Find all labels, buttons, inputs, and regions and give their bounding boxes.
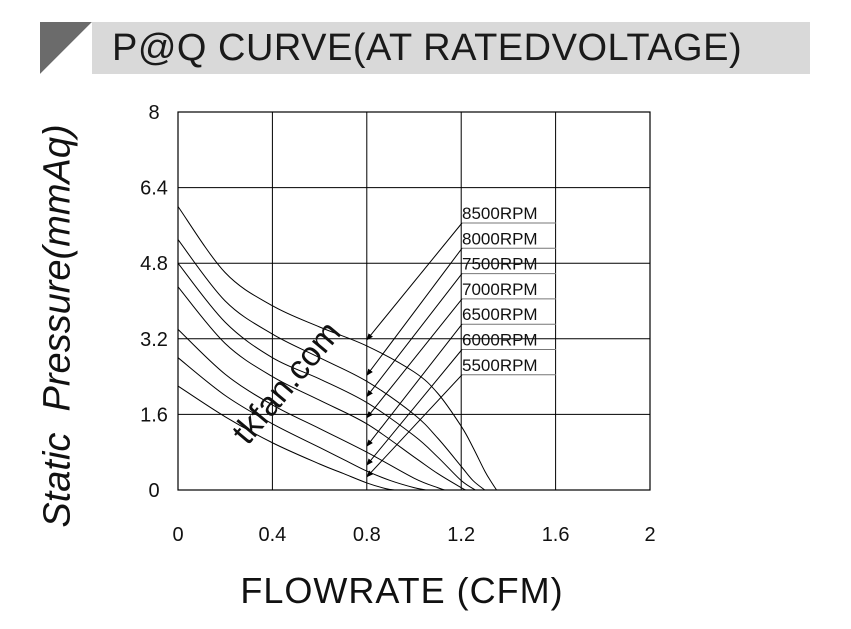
- legend-label-6000rpm: 6000RPM: [462, 331, 538, 350]
- callout-arrow-6500rpm: [366, 323, 463, 447]
- series-line-8000rpm: [177, 239, 486, 491]
- y-tick-label: 1.6: [140, 404, 168, 426]
- callout-arrow-7000rpm: [366, 298, 463, 419]
- legend-label-7000rpm: 7000RPM: [462, 280, 538, 299]
- x-tick-label: 1.6: [542, 524, 570, 546]
- y-tick-label: 0: [148, 480, 159, 502]
- legend-label-5500rpm: 5500RPM: [462, 356, 538, 375]
- y-tick-label: 6.4: [140, 178, 168, 200]
- callout-arrow-8000rpm: [366, 248, 463, 376]
- callout-arrow-8500rpm: [366, 222, 463, 341]
- page-title: P@Q CURVE(AT RATEDVOLTAGE): [112, 27, 743, 69]
- series-line-6000rpm: [177, 357, 426, 491]
- corner-triangle-icon: [40, 22, 92, 74]
- series-line-5500rpm: [177, 385, 396, 491]
- y-axis-label: Static Pressure(mmAq): [36, 124, 79, 528]
- series-line-7000rpm: [177, 286, 467, 491]
- legend-label-8500rpm: 8500RPM: [462, 204, 538, 223]
- title-banner: P@Q CURVE(AT RATEDVOLTAGE): [40, 22, 810, 74]
- x-axis-label: FLOWRATE (CFM): [240, 570, 564, 611]
- callout-arrow-5500rpm: [366, 374, 463, 478]
- plot-border: [177, 111, 651, 491]
- rpm-callouts: 8500RPM 8000RPM 7500RPM 7000RPM 6500RPM 6000R…: [366, 204, 556, 478]
- y-tick-label: 3.2: [140, 329, 168, 351]
- plot-frame: [177, 111, 651, 491]
- legend-label-6500rpm: 6500RPM: [462, 305, 538, 324]
- series-line-6500rpm: [177, 328, 445, 491]
- y-tick-label: 4.8: [140, 253, 168, 275]
- x-tick-label: 0.8: [353, 524, 381, 546]
- callout-arrow-7500rpm: [366, 273, 463, 398]
- x-tick-label: 0: [172, 524, 183, 546]
- y-tick-label: 8: [148, 102, 159, 124]
- x-tick-label: 1.2: [447, 524, 475, 546]
- tick-labels: 0 0.4 0.8 1.2 1.6 2 0 1.6 3.2 4.8 6.4 8: [140, 102, 655, 546]
- series-line-8500rpm: [177, 206, 498, 491]
- x-tick-label: 2: [644, 524, 655, 546]
- callout-arrow-6000rpm: [366, 349, 463, 466]
- legend-label-8000rpm: 8000RPM: [462, 229, 538, 248]
- curves: [177, 206, 498, 491]
- x-tick-label: 0.4: [258, 524, 286, 546]
- series-line-7500rpm: [177, 262, 476, 491]
- legend-label-7500rpm: 7500RPM: [462, 255, 538, 274]
